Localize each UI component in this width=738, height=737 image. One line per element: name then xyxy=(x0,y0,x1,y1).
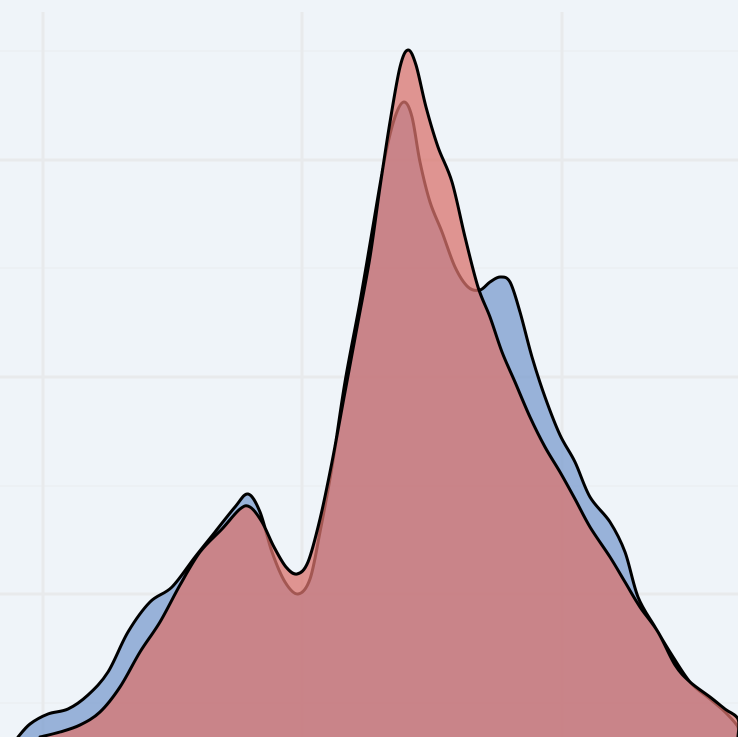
density-area-series-2 xyxy=(38,48,738,737)
density-areas xyxy=(16,48,738,737)
